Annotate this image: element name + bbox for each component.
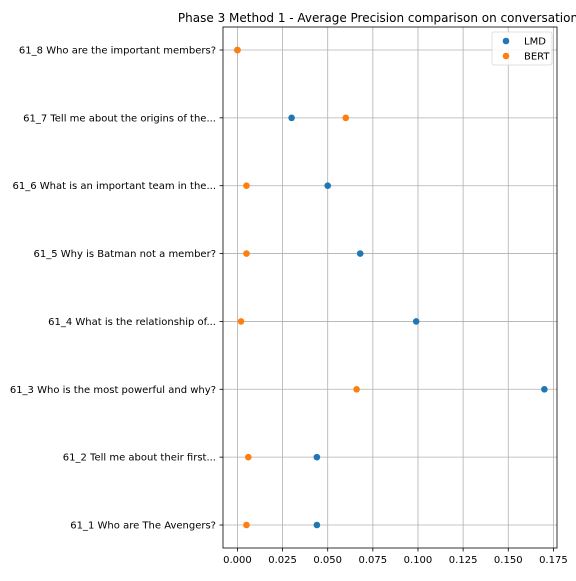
data-point-lmd	[324, 182, 332, 190]
y-tick-label: 61_5 Why is Batman not a member?	[34, 249, 216, 260]
y-tick-label: 61_4 What is the relationship of...	[48, 317, 216, 328]
data-point-lmd	[288, 114, 295, 122]
data-point-bert	[234, 46, 241, 54]
data-point-lmd	[313, 453, 321, 461]
y-tick-label: 61_3 Who is the most powerful and why?	[10, 385, 216, 396]
y-tick-label: 61_2 Tell me about their first...	[63, 453, 216, 464]
y-tick-label: 61_1 Who are The Avengers?	[70, 521, 216, 532]
x-tick-label: 0.100	[404, 555, 433, 566]
legend-marker-bert	[502, 52, 510, 60]
data-point-bert	[243, 250, 250, 257]
y-tick-label: 61_7 Tell me about the origins of the...	[23, 113, 216, 124]
x-tick-label: 0.125	[449, 555, 478, 566]
legend-label-bert: BERT	[524, 52, 550, 63]
data-point-bert	[243, 521, 250, 529]
data-point-lmd	[412, 318, 420, 325]
legend: LMD BERT	[491, 31, 553, 66]
legend-marker-lmd	[502, 37, 510, 45]
chart-title: Phase 3 Method 1 - Average Precision com…	[178, 11, 576, 25]
data-point-bert	[237, 318, 245, 325]
data-point-bert	[342, 114, 350, 122]
x-tick-labels: 0.000 0.025 0.050 0.075 0.100 0.125 0.150 0.175	[223, 548, 568, 566]
x-tick-label: 0.025	[268, 555, 297, 566]
data-point-bert	[244, 453, 252, 461]
data-point-lmd	[541, 385, 548, 393]
x-tick-label: 0.175	[539, 555, 568, 566]
legend-label-lmd: LMD	[524, 37, 546, 48]
x-tick-label: 0.150	[494, 555, 523, 566]
data-point-bert	[243, 182, 250, 190]
plot-frame	[222, 26, 558, 549]
data-point-lmd	[356, 250, 364, 257]
y-tick-label: 61_8 Who are the important members?	[19, 46, 216, 57]
grid-lines	[223, 27, 557, 548]
data-point-lmd	[313, 521, 321, 529]
x-tick-label: 0.075	[359, 555, 388, 566]
y-tick-labels: 61_1 Who are The Avengers? 61_2 Tell me a…	[10, 46, 223, 532]
data-point-bert	[353, 385, 360, 393]
data-points	[234, 46, 548, 529]
x-tick-label: 0.000	[223, 555, 252, 566]
y-tick-label: 61_6 What is an important team in the...	[13, 181, 216, 192]
x-tick-label: 0.050	[313, 555, 342, 566]
